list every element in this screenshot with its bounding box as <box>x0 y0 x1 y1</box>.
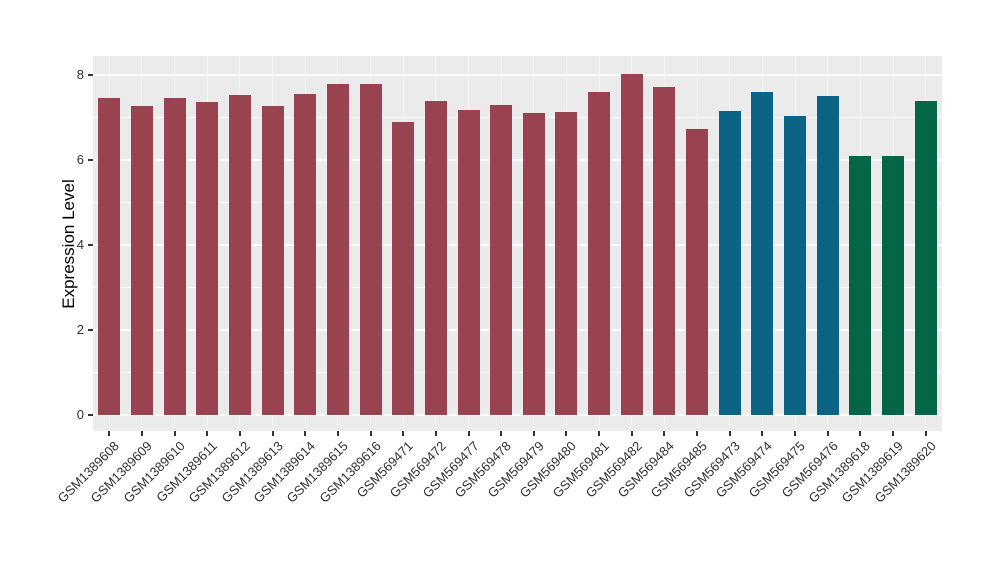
gridline-major <box>93 159 942 162</box>
gridline-major <box>93 243 942 246</box>
x-axis-tick <box>271 431 274 436</box>
bar <box>228 94 251 415</box>
x-axis-tick <box>304 431 307 436</box>
bar <box>686 129 709 415</box>
x-axis-tick <box>892 431 895 436</box>
bar <box>261 105 284 415</box>
x-axis-tick <box>794 431 797 436</box>
bar <box>294 93 317 415</box>
y-axis-tick <box>88 74 93 77</box>
x-axis-tick <box>826 431 829 436</box>
y-axis-tick <box>88 159 93 162</box>
x-axis-tick <box>434 431 437 436</box>
bar <box>555 112 578 415</box>
bar <box>620 73 643 415</box>
x-axis-tick <box>924 431 927 436</box>
bar <box>490 105 513 415</box>
bar <box>130 105 153 415</box>
y-axis-tick <box>88 328 93 331</box>
bar <box>751 92 774 415</box>
bar <box>392 121 415 415</box>
x-axis-tick <box>206 431 209 436</box>
gridline-minor <box>93 202 942 204</box>
gridline-minor <box>93 371 942 373</box>
bar <box>196 102 219 415</box>
bar <box>457 110 480 415</box>
bar <box>98 98 121 415</box>
x-axis-tick <box>108 431 111 436</box>
x-axis-tick <box>532 431 535 436</box>
x-axis-tick <box>859 431 862 436</box>
y-axis-tick-label: 4 <box>76 236 84 252</box>
gridline-major <box>93 328 942 331</box>
gridline-minor <box>93 286 942 288</box>
x-axis-tick <box>467 431 470 436</box>
x-axis-tick <box>630 431 633 436</box>
x-axis-tick <box>369 431 372 436</box>
bar <box>359 84 382 415</box>
y-axis-tick-label: 2 <box>76 321 84 337</box>
bar <box>718 111 741 415</box>
bar <box>163 98 186 415</box>
x-axis-tick <box>140 431 143 436</box>
x-axis-tick <box>728 431 731 436</box>
y-axis-tick-label: 6 <box>76 152 84 168</box>
x-axis-tick <box>500 431 503 436</box>
bar <box>914 100 937 415</box>
bar <box>816 95 839 415</box>
gridline-minor <box>93 117 942 119</box>
y-axis-title: Expression Level <box>59 179 78 309</box>
gridline-major <box>93 413 942 416</box>
x-axis-tick <box>598 431 601 436</box>
gridline-major <box>93 74 942 77</box>
bar <box>882 156 905 415</box>
x-axis-tick <box>336 431 339 436</box>
plot-panel <box>93 56 942 431</box>
x-axis-tick <box>663 431 666 436</box>
bar <box>849 156 872 415</box>
bar <box>424 100 447 415</box>
x-axis-tick <box>238 431 241 436</box>
bar <box>653 87 676 415</box>
bar <box>588 91 611 415</box>
x-axis-tick <box>761 431 764 436</box>
bar <box>784 116 807 415</box>
x-axis-tick <box>402 431 405 436</box>
x-axis-tick <box>173 431 176 436</box>
bar <box>326 84 349 415</box>
y-axis-tick <box>88 243 93 246</box>
y-axis-tick-label: 8 <box>76 67 84 83</box>
x-axis-tick <box>565 431 568 436</box>
y-axis-tick <box>88 413 93 416</box>
bar <box>522 112 545 415</box>
y-axis-tick-label: 0 <box>76 406 84 422</box>
x-axis-tick <box>696 431 699 436</box>
